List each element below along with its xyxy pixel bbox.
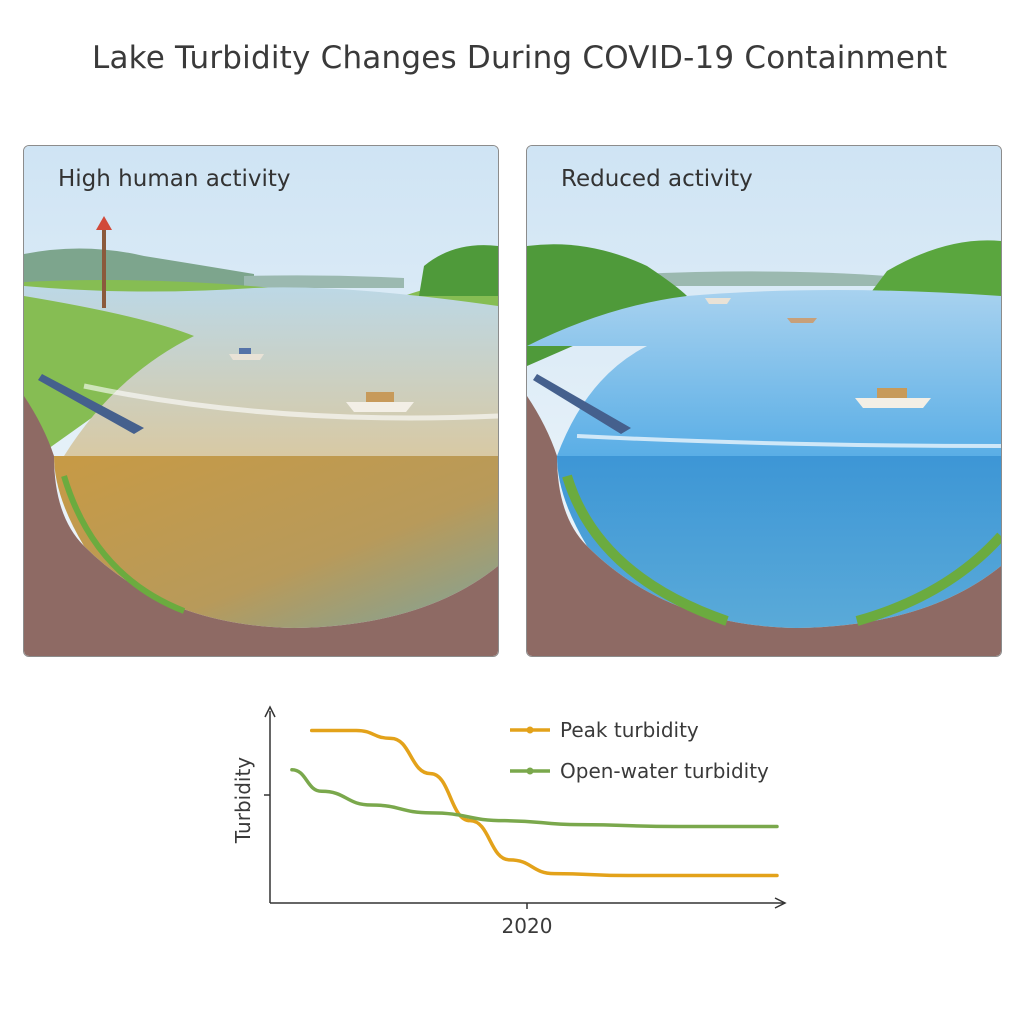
turbidity-line-chart: Peak turbidity Open-water turbidity Turbi… [231,705,787,938]
series-line-open-water-turbidity [290,767,779,829]
dock [533,374,631,434]
boat-right [346,392,414,412]
dock [38,374,144,434]
legend-label-1: Open-water turbidity [560,759,769,783]
panel-reduced-activity: Reduced activity [526,145,1002,657]
chart-axes [264,705,787,909]
chart-series [290,728,779,878]
y-axis-label: Turbidity [231,757,255,844]
panel-label-high-activity: High human activity [58,166,291,192]
boat-right [855,388,931,408]
boat-mid [787,318,817,323]
legend-marker-1 [526,767,534,775]
y-axis-arrow [264,705,276,718]
x-axis-arrow [774,897,787,909]
legend-marker-0 [526,726,534,734]
turbid-lake-illustration [24,146,498,656]
panel-high-activity: High human activity [23,145,499,657]
series-line-peak-turbidity [309,728,779,878]
boat-far [705,298,731,304]
boat-small [229,348,264,360]
panel-label-reduced-activity: Reduced activity [561,166,753,192]
legend-label-0: Peak turbidity [560,718,699,742]
x-tick-label-2020: 2020 [502,914,553,938]
chart-legend: Peak turbidity Open-water turbidity [510,718,769,783]
clear-lake-illustration [527,146,1001,656]
page-title: Lake Turbidity Changes During COVID-19 C… [92,40,948,76]
